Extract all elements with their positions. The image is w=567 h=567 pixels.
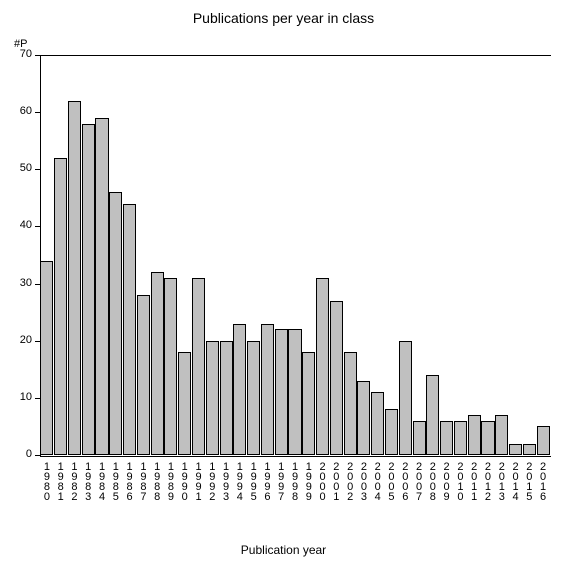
bar: [178, 352, 191, 455]
x-tick-label: 2010: [454, 461, 466, 501]
y-tick: [35, 169, 40, 170]
bar: [357, 381, 370, 455]
x-tick-label: 2004: [372, 461, 384, 501]
bar: [399, 341, 412, 455]
x-tick-label: 1986: [124, 461, 136, 501]
bar: [206, 341, 219, 455]
bar: [220, 341, 233, 455]
bar: [330, 301, 343, 455]
bar: [523, 444, 536, 455]
bar: [123, 204, 136, 455]
bar: [371, 392, 384, 455]
x-tick-label: 1985: [110, 461, 122, 501]
bar: [302, 352, 315, 455]
x-tick-label: 1991: [193, 461, 205, 501]
bar: [288, 329, 301, 455]
y-tick: [35, 398, 40, 399]
x-tick-label: 2000: [317, 461, 329, 501]
x-tick-label: 1984: [96, 461, 108, 501]
x-tick-label: 1990: [179, 461, 191, 501]
y-tick: [35, 112, 40, 113]
x-tick-label: 1998: [289, 461, 301, 501]
bar: [426, 375, 439, 455]
bar: [385, 409, 398, 455]
bar: [261, 324, 274, 455]
bar: [454, 421, 467, 455]
bar: [54, 158, 67, 455]
bar: [495, 415, 508, 455]
x-tick-label: 1997: [275, 461, 287, 501]
y-tick-label: 0: [12, 448, 32, 460]
x-tick-label: 2014: [510, 461, 522, 501]
y-tick-label: 10: [12, 391, 32, 403]
x-tick-label: 2012: [482, 461, 494, 501]
bar: [109, 192, 122, 455]
y-tick-label: 70: [12, 48, 32, 60]
x-tick-label: 1989: [165, 461, 177, 501]
x-tick-label: 2006: [399, 461, 411, 501]
bar: [40, 261, 53, 455]
x-tick-label: 2002: [344, 461, 356, 501]
bar: [344, 352, 357, 455]
bar: [151, 272, 164, 455]
x-tick-label: 1988: [151, 461, 163, 501]
y-tick-label: 60: [12, 105, 32, 117]
bar: [164, 278, 177, 455]
x-tick-label: 1994: [234, 461, 246, 501]
y-tick: [35, 55, 40, 56]
bar: [192, 278, 205, 455]
bar: [233, 324, 246, 455]
x-tick-label: 2009: [441, 461, 453, 501]
x-axis-title: Publication year: [0, 543, 567, 557]
x-tick-label: 2015: [523, 461, 535, 501]
x-tick-label: 1980: [41, 461, 53, 501]
bar: [68, 101, 81, 455]
x-tick-label: 1982: [68, 461, 80, 501]
x-tick-label: 1996: [261, 461, 273, 501]
y-tick-label: 50: [12, 162, 32, 174]
x-tick-label: 2008: [427, 461, 439, 501]
bar: [316, 278, 329, 455]
y-tick-label: 40: [12, 219, 32, 231]
bar: [82, 124, 95, 455]
chart-container: Publications per year in class #P Public…: [0, 0, 567, 567]
x-tick-label: 2001: [330, 461, 342, 501]
bar: [247, 341, 260, 455]
bar: [413, 421, 426, 455]
bar: [537, 426, 550, 455]
x-tick-label: 1981: [55, 461, 67, 501]
x-tick-label: 1993: [220, 461, 232, 501]
x-tick-label: 2013: [496, 461, 508, 501]
bar: [95, 118, 108, 455]
y-tick: [35, 284, 40, 285]
x-tick-label: 2016: [537, 461, 549, 501]
y-tick: [35, 226, 40, 227]
x-tick-label: 1992: [206, 461, 218, 501]
bar: [468, 415, 481, 455]
x-tick-label: 1983: [82, 461, 94, 501]
x-tick-label: 2007: [413, 461, 425, 501]
bar: [440, 421, 453, 455]
bar: [481, 421, 494, 455]
x-tick-label: 1987: [137, 461, 149, 501]
y-tick-label: 30: [12, 277, 32, 289]
x-tick-label: 1995: [248, 461, 260, 501]
y-tick-label: 20: [12, 334, 32, 346]
bar: [509, 444, 522, 455]
x-tick-label: 2005: [385, 461, 397, 501]
bar: [137, 295, 150, 455]
x-tick-label: 1999: [303, 461, 315, 501]
bar: [275, 329, 288, 455]
x-tick-label: 2011: [468, 461, 480, 501]
y-tick: [35, 455, 40, 456]
chart-title: Publications per year in class: [0, 10, 567, 26]
y-tick: [35, 341, 40, 342]
x-tick-label: 2003: [358, 461, 370, 501]
